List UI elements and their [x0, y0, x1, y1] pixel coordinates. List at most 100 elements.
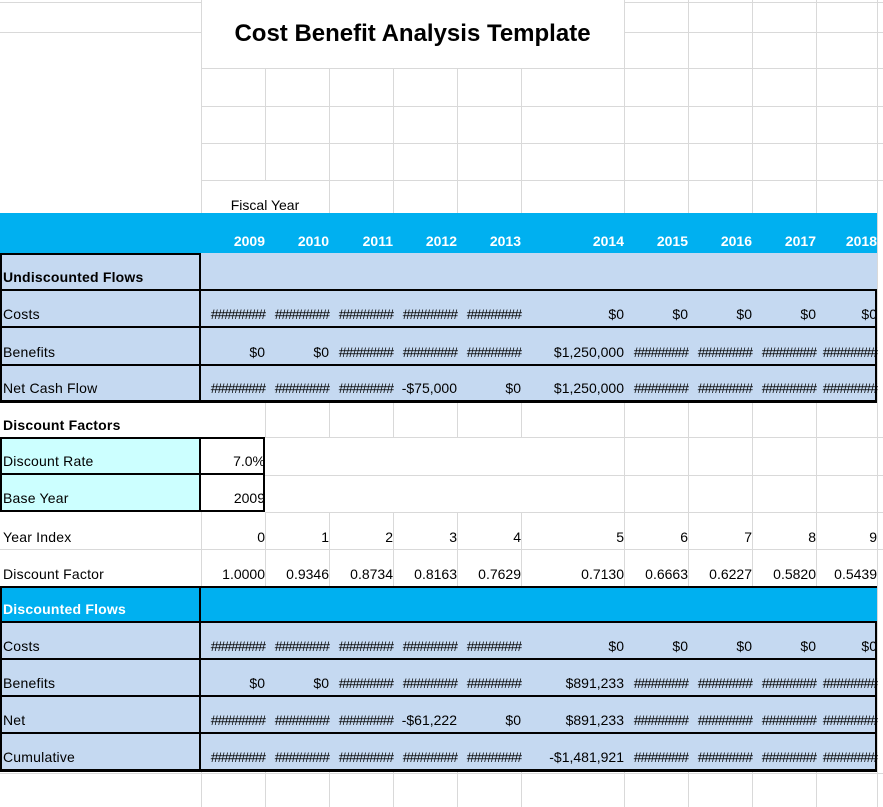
- value-cell[interactable]: $1,250,000: [553, 344, 624, 360]
- value-cell[interactable]: ########: [697, 380, 753, 396]
- value-cell[interactable]: 3: [449, 529, 457, 545]
- value-cell[interactable]: ########: [761, 712, 817, 728]
- value-cell[interactable]: ########: [402, 306, 458, 322]
- value-cell[interactable]: ########: [697, 344, 753, 360]
- base-year-label[interactable]: Base Year: [3, 490, 69, 506]
- row-label[interactable]: Costs: [3, 306, 40, 322]
- value-cell[interactable]: ########: [274, 380, 330, 396]
- row-label[interactable]: Costs: [3, 638, 40, 654]
- value-cell[interactable]: ########: [466, 638, 522, 654]
- value-cell[interactable]: ########: [822, 344, 878, 360]
- section-header-undiscounted[interactable]: Undiscounted Flows: [3, 269, 144, 285]
- value-cell[interactable]: $0: [249, 675, 265, 691]
- value-cell[interactable]: $0: [313, 344, 329, 360]
- value-cell[interactable]: ########: [633, 344, 689, 360]
- value-cell[interactable]: 2014: [592, 233, 624, 249]
- value-cell[interactable]: 9: [869, 529, 877, 545]
- value-cell[interactable]: ########: [338, 675, 394, 691]
- value-cell[interactable]: ########: [822, 749, 878, 765]
- row-label[interactable]: Year Index: [3, 529, 72, 545]
- value-cell[interactable]: ########: [338, 749, 394, 765]
- value-cell[interactable]: ########: [633, 712, 689, 728]
- value-cell[interactable]: 0.6663: [645, 566, 688, 582]
- value-cell[interactable]: $0: [505, 712, 521, 728]
- value-cell[interactable]: 0.7130: [581, 566, 624, 582]
- value-cell[interactable]: ########: [633, 749, 689, 765]
- value-cell[interactable]: $0: [861, 306, 877, 322]
- value-cell[interactable]: 2016: [720, 233, 752, 249]
- value-cell[interactable]: ########: [822, 675, 878, 691]
- value-cell[interactable]: 2015: [656, 233, 688, 249]
- value-cell[interactable]: 6: [680, 529, 688, 545]
- value-cell[interactable]: ########: [822, 380, 878, 396]
- row-label[interactable]: Benefits: [3, 344, 56, 360]
- value-cell[interactable]: ########: [761, 749, 817, 765]
- value-cell[interactable]: ########: [402, 749, 458, 765]
- value-cell[interactable]: 0.6227: [709, 566, 752, 582]
- value-cell[interactable]: 2013: [489, 233, 521, 249]
- value-cell[interactable]: ########: [466, 749, 522, 765]
- value-cell[interactable]: ########: [761, 675, 817, 691]
- value-cell[interactable]: ########: [338, 306, 394, 322]
- value-cell[interactable]: $0: [736, 306, 752, 322]
- row-label[interactable]: Net Cash Flow: [3, 380, 98, 396]
- value-cell[interactable]: ########: [697, 712, 753, 728]
- value-cell[interactable]: ########: [338, 712, 394, 728]
- section-header-discounted[interactable]: Discounted Flows: [3, 601, 126, 617]
- value-cell[interactable]: -$75,000: [401, 380, 457, 396]
- value-cell[interactable]: $0: [313, 675, 329, 691]
- value-cell[interactable]: 0.9346: [286, 566, 329, 582]
- value-cell[interactable]: $0: [736, 638, 752, 654]
- value-cell[interactable]: ########: [338, 344, 394, 360]
- value-cell[interactable]: ########: [338, 380, 394, 396]
- value-cell[interactable]: ########: [274, 638, 330, 654]
- value-cell[interactable]: 2: [385, 529, 393, 545]
- value-cell[interactable]: $0: [800, 638, 816, 654]
- value-cell[interactable]: 5: [616, 529, 624, 545]
- value-cell[interactable]: ########: [697, 675, 753, 691]
- row-label[interactable]: Discount Factor: [3, 566, 105, 582]
- base-year-input[interactable]: 2009: [233, 490, 265, 506]
- value-cell[interactable]: ########: [633, 380, 689, 396]
- value-cell[interactable]: $1,250,000: [553, 380, 624, 396]
- value-cell[interactable]: ########: [338, 638, 394, 654]
- value-cell[interactable]: $0: [608, 638, 624, 654]
- value-cell[interactable]: $0: [672, 306, 688, 322]
- value-cell[interactable]: 1.0000: [222, 566, 265, 582]
- value-cell[interactable]: ########: [466, 344, 522, 360]
- value-cell[interactable]: 0.8163: [414, 566, 457, 582]
- value-cell[interactable]: ########: [822, 712, 878, 728]
- value-cell[interactable]: ########: [210, 306, 266, 322]
- value-cell[interactable]: 2009: [233, 233, 265, 249]
- value-cell[interactable]: -$1,481,921: [549, 749, 624, 765]
- section-header-discount-factors[interactable]: Discount Factors: [3, 417, 121, 433]
- value-cell[interactable]: 4: [513, 529, 521, 545]
- value-cell[interactable]: $0: [672, 638, 688, 654]
- value-cell[interactable]: ########: [761, 344, 817, 360]
- value-cell[interactable]: $891,233: [565, 712, 624, 728]
- value-cell[interactable]: ########: [210, 712, 266, 728]
- value-cell[interactable]: 0.8734: [350, 566, 393, 582]
- value-cell[interactable]: $0: [861, 638, 877, 654]
- value-cell[interactable]: 0.5439: [834, 566, 877, 582]
- row-label[interactable]: Net: [3, 712, 26, 728]
- value-cell[interactable]: ########: [402, 675, 458, 691]
- value-cell[interactable]: 2011: [362, 233, 393, 249]
- value-cell[interactable]: ########: [402, 638, 458, 654]
- value-cell[interactable]: $0: [608, 306, 624, 322]
- value-cell[interactable]: 2017: [784, 233, 816, 249]
- value-cell[interactable]: ########: [402, 344, 458, 360]
- value-cell[interactable]: ########: [274, 749, 330, 765]
- value-cell[interactable]: 2012: [425, 233, 457, 249]
- row-label[interactable]: Cumulative: [3, 749, 76, 765]
- discount-rate-input[interactable]: 7.0%: [233, 453, 265, 469]
- value-cell[interactable]: 0.7629: [478, 566, 521, 582]
- value-cell[interactable]: $0: [249, 344, 265, 360]
- value-cell[interactable]: ########: [697, 749, 753, 765]
- value-cell[interactable]: $0: [505, 380, 521, 396]
- value-cell[interactable]: $0: [800, 306, 816, 322]
- discount-rate-label[interactable]: Discount Rate: [3, 453, 94, 469]
- value-cell[interactable]: 2010: [297, 233, 329, 249]
- value-cell[interactable]: ########: [761, 380, 817, 396]
- value-cell[interactable]: 1: [321, 529, 329, 545]
